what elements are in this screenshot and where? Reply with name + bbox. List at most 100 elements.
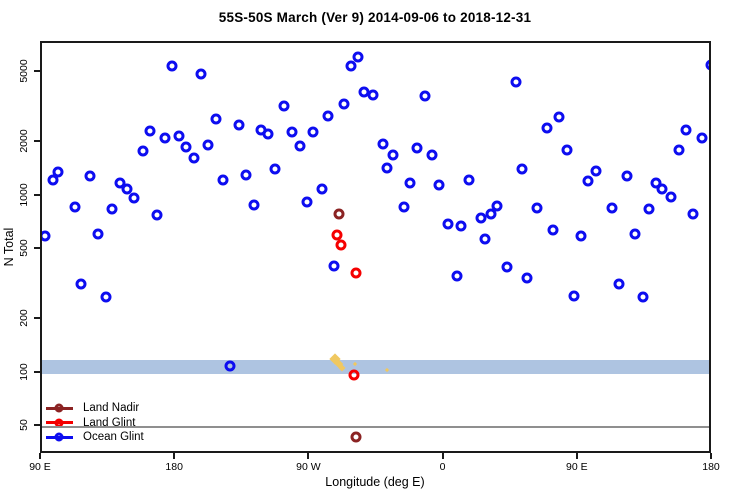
x-axis-label: Longitude (deg E) — [325, 475, 425, 489]
data-point-ocean-glint — [575, 230, 587, 242]
data-point-ocean-glint — [561, 144, 573, 156]
data-point-ocean-glint — [352, 51, 364, 63]
x-tick-label: 180 — [165, 461, 183, 473]
data-point-ocean-glint — [262, 128, 274, 140]
data-point-ocean-glint — [637, 291, 649, 303]
data-point-ocean-glint — [301, 196, 313, 208]
data-point-ocean-glint — [398, 201, 410, 213]
data-point-ocean-glint — [568, 290, 580, 302]
y-axis-label: N Total — [2, 227, 16, 267]
reference-line — [42, 425, 709, 428]
x-tick-mark — [173, 453, 176, 459]
data-point-ocean-glint — [621, 170, 633, 182]
data-point-ocean-glint — [643, 203, 655, 215]
x-tick-mark — [710, 453, 712, 459]
legend-item: Ocean Glint — [46, 430, 144, 445]
data-point-ocean-glint — [92, 228, 104, 240]
data-point-ocean-glint — [224, 360, 236, 372]
data-point-ocean-glint — [387, 149, 399, 161]
legend-marker-circle — [54, 432, 64, 442]
data-point-ocean-glint — [217, 174, 229, 186]
x-tick-label: 180 — [702, 461, 720, 473]
x-tick-mark — [307, 453, 310, 459]
plot-area: Land Nadir Land Glint Ocean Glint — [40, 41, 711, 453]
data-point-ocean-glint — [100, 291, 112, 303]
data-point-ocean-glint — [665, 191, 677, 203]
data-point-ocean-glint — [188, 152, 200, 164]
y-tick-label: 50 — [18, 419, 30, 431]
data-point-ocean-glint — [404, 177, 416, 189]
data-point-ocean-glint — [128, 192, 140, 204]
data-point-ocean-glint — [613, 278, 625, 290]
data-point-ocean-glint — [202, 139, 214, 151]
data-point-land-glint — [331, 229, 343, 241]
data-point-ocean-glint — [501, 261, 513, 273]
x-tick-label: 90 E — [29, 461, 51, 473]
data-point-ocean-glint — [463, 174, 475, 186]
data-point-ocean-glint — [121, 183, 133, 195]
data-point-ocean-glint — [195, 68, 207, 80]
data-point-ocean-glint — [521, 272, 533, 284]
data-point-ocean-glint — [159, 132, 171, 144]
data-point-ocean-glint — [629, 228, 641, 240]
data-point-ocean-glint — [269, 163, 281, 175]
y-tick-label: 200 — [18, 309, 30, 328]
data-point-ocean-glint — [479, 233, 491, 245]
data-point-ocean-glint — [52, 166, 64, 178]
y-tick-label: 1000 — [18, 182, 30, 207]
data-point-ocean-glint — [433, 179, 445, 191]
legend-label: Land Nadir — [83, 402, 140, 414]
data-point-ocean-glint — [419, 90, 431, 102]
data-point-ocean-glint — [137, 145, 149, 157]
data-point-ocean-glint — [307, 126, 319, 138]
data-point-ocean-glint — [590, 165, 602, 177]
data-point-ocean-glint — [606, 202, 618, 214]
data-point-ocean-glint — [475, 212, 487, 224]
data-point-ocean-glint — [180, 141, 192, 153]
y-tick-label: 500 — [18, 239, 30, 257]
data-point-ocean-glint — [411, 142, 423, 154]
data-point-ocean-glint — [47, 174, 59, 186]
data-point-ocean-glint — [426, 149, 438, 161]
y-tick-mark — [34, 317, 40, 320]
y-tick-mark — [34, 246, 40, 249]
data-point-ocean-glint — [166, 60, 178, 72]
data-point-ocean-glint — [294, 140, 306, 152]
data-point-ocean-glint — [650, 177, 662, 189]
data-point-ocean-glint — [541, 122, 553, 134]
data-point-ocean-glint — [381, 162, 393, 174]
data-point-land-glint — [348, 369, 360, 381]
data-point-land-glint — [335, 239, 347, 251]
data-point-land-glint — [350, 267, 362, 279]
data-point-ocean-glint — [106, 203, 118, 215]
data-point-ocean-glint — [547, 224, 559, 236]
data-point-ocean-glint — [173, 130, 185, 142]
data-point-ocean-glint — [705, 59, 709, 71]
legend-marker-line — [46, 432, 73, 442]
legend-label: Ocean Glint — [83, 431, 144, 443]
data-point-ocean-glint — [316, 183, 328, 195]
data-point-ocean-glint — [656, 183, 668, 195]
legend-label: Land Glint — [83, 416, 136, 429]
data-point-ocean-glint — [442, 218, 454, 230]
chart-title: 55S-50S March (Ver 9) 2014-09-06 to 2018… — [218, 10, 532, 25]
y-tick-mark — [34, 193, 40, 196]
data-point-ocean-glint — [491, 200, 503, 212]
data-point-ocean-glint — [240, 169, 252, 181]
data-point-ocean-glint — [42, 230, 51, 242]
legend-marker-circle — [54, 403, 64, 413]
data-point-ocean-glint — [151, 209, 163, 221]
data-point-ocean-glint — [114, 177, 126, 189]
legend-marker-line — [46, 418, 73, 428]
data-point-ocean-glint — [377, 138, 389, 150]
y-tick-mark — [34, 370, 40, 373]
data-point-ocean-glint — [338, 98, 350, 110]
data-point-ocean-glint — [485, 208, 497, 220]
y-tick-label: 100 — [18, 362, 30, 381]
data-point-ocean-glint — [516, 163, 528, 175]
y-tick-label: 2000 — [18, 129, 30, 154]
x-tick-label: 90 E — [565, 461, 588, 473]
data-point-ocean-glint — [455, 220, 467, 232]
data-point-ocean-glint — [144, 125, 156, 137]
